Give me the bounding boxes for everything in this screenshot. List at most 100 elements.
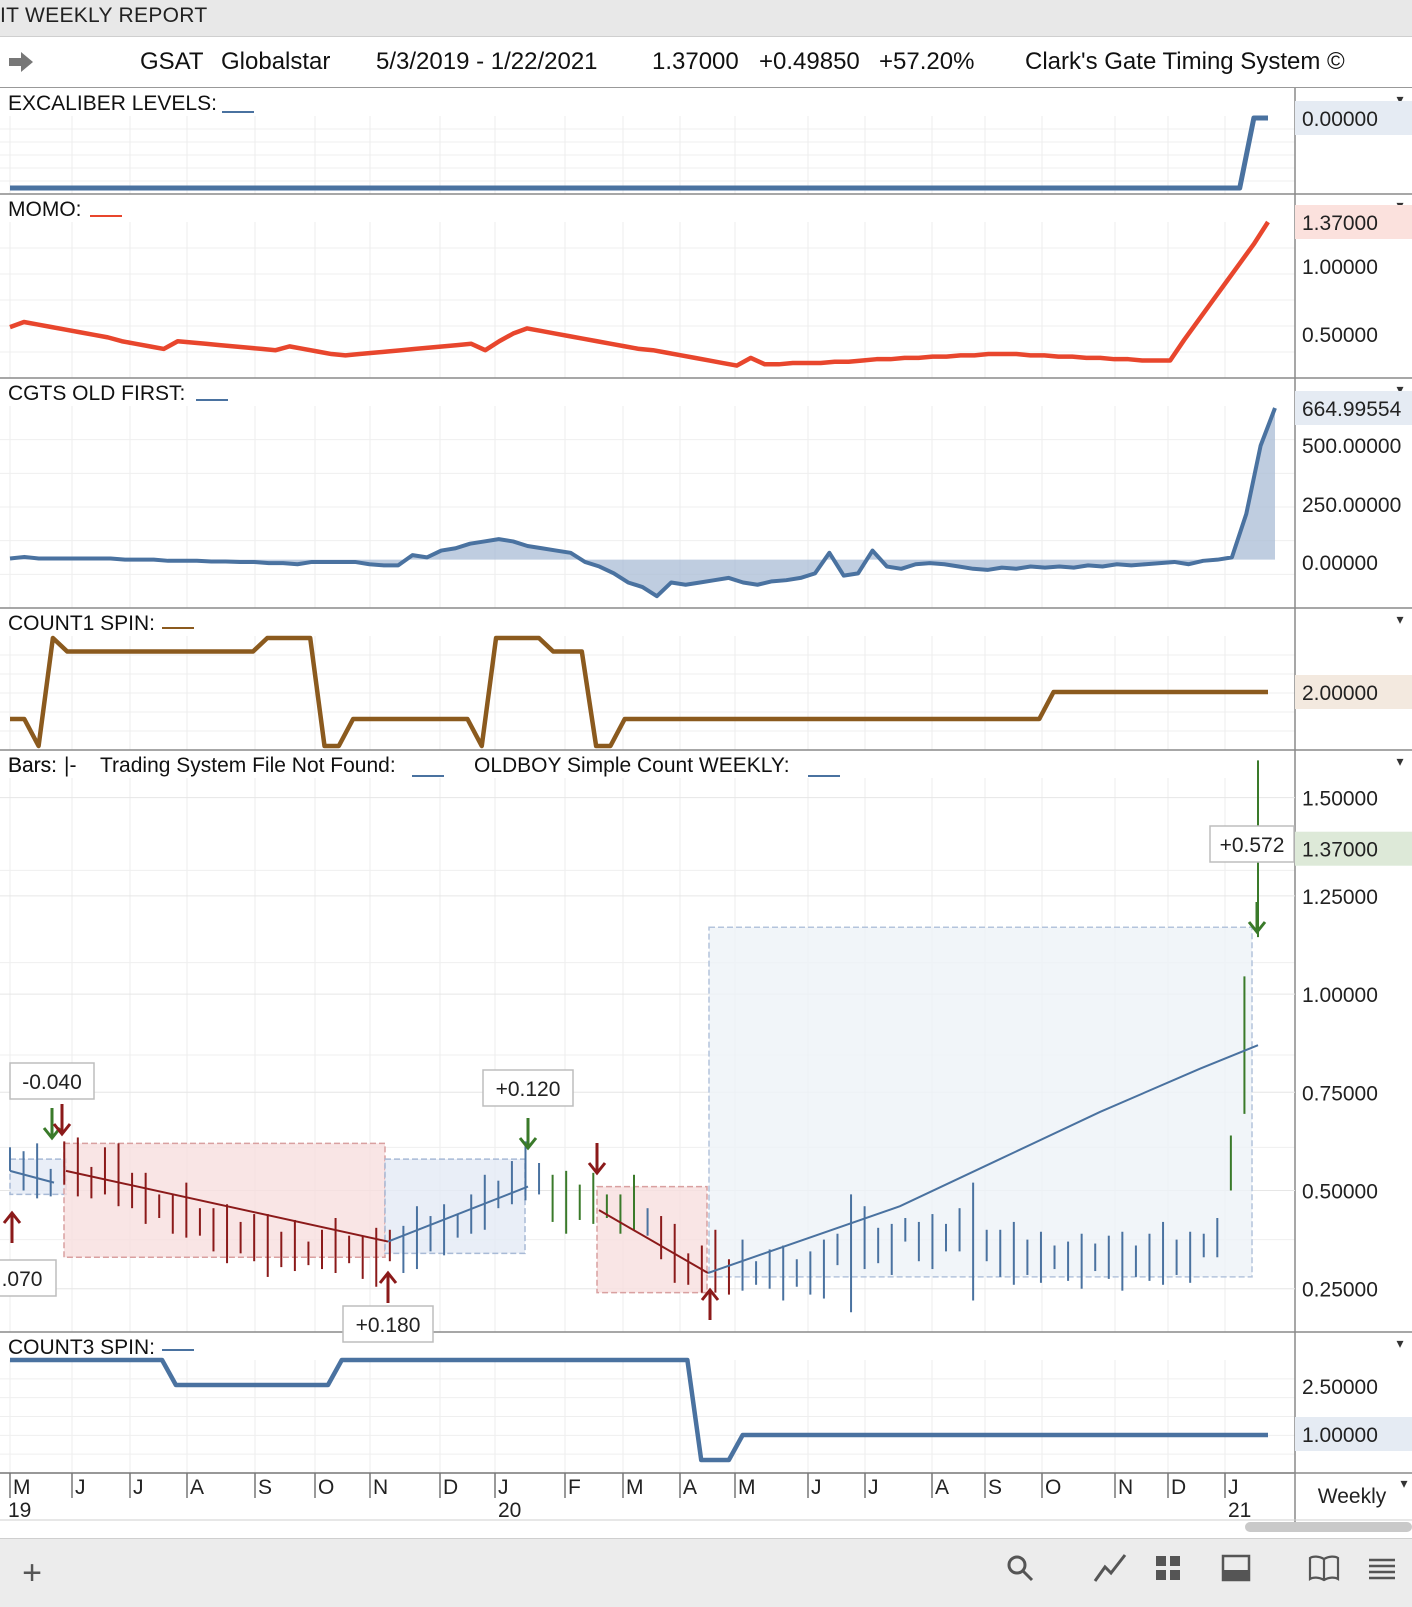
trend-line: [65, 1169, 389, 1243]
horizontal-scrollbar[interactable]: [1245, 1522, 1412, 1532]
x-month-label: N: [1118, 1476, 1133, 1499]
panel-icon[interactable]: [1216, 1553, 1256, 1593]
search-icon[interactable]: [1000, 1553, 1040, 1593]
x-month-label: J: [75, 1476, 86, 1499]
symbol-name: Globalstar: [221, 48, 331, 75]
cgts-value-badge: 664.99554: [1302, 398, 1402, 421]
annotation-label-box: [482, 1069, 574, 1107]
trend-line: [387, 1185, 529, 1243]
count1-value-badge: 2.00000: [1302, 682, 1378, 705]
oldboy-count-label: OLDBOY Simple Count WEEKLY:: [474, 754, 790, 777]
x-month-label: A: [190, 1476, 204, 1499]
momo-y-tick: 1.00000: [1302, 256, 1378, 279]
arrow-down-icon: [518, 1118, 538, 1151]
x-month-label: D: [443, 1476, 458, 1499]
annotation-label-box: [342, 1305, 434, 1343]
annotation-label-box: [9, 1062, 95, 1100]
system-name: Clark's Gate Timing System ©: [1025, 48, 1345, 75]
dropdown-triangle-icon[interactable]: ▾: [1396, 612, 1403, 628]
trading-system-label: Trading System File Not Found:: [100, 754, 396, 777]
x-month-label: J: [133, 1476, 144, 1499]
x-month-label: S: [258, 1476, 272, 1499]
x-month-label: J: [868, 1476, 879, 1499]
x-month-label: J: [498, 1476, 509, 1499]
cgts-y-tick: 250.00000: [1302, 494, 1401, 517]
panel-title: COUNT1 SPIN:: [8, 612, 155, 635]
count1-value-badge-bg: [1295, 675, 1412, 709]
count1-line: [10, 635, 1268, 749]
panel-title: Bars:: [8, 754, 57, 777]
price-value-badge: 1.37000: [1302, 839, 1378, 862]
price-y-tick: 1.50000: [1302, 788, 1378, 811]
dropdown-triangle-icon[interactable]: ▾: [1396, 92, 1403, 108]
arrow-right-icon[interactable]: [8, 51, 34, 73]
annotation-label: .070: [2, 1268, 43, 1291]
signal-box: [708, 926, 1253, 1278]
x-month-label: M: [13, 1476, 31, 1499]
annotation-label: -0.040: [22, 1071, 82, 1094]
x-month-label: J: [811, 1476, 822, 1499]
bottom-toolbar: +: [0, 1538, 1412, 1607]
trend-line: [598, 1209, 709, 1274]
x-month-label: D: [1171, 1476, 1186, 1499]
arrow-down-icon: [42, 1108, 62, 1141]
date-range: 5/3/2019 - 1/22/2021: [376, 48, 598, 75]
price-y-tick: 0.75000: [1302, 1082, 1378, 1105]
momo-line: [9, 220, 1270, 368]
dropdown-triangle-icon[interactable]: ▾: [1396, 382, 1403, 398]
arrow-up-icon: [2, 1210, 22, 1243]
book-icon[interactable]: [1304, 1553, 1344, 1593]
symbol-header: GSAT Globalstar 5/3/2019 - 1/22/2021 1.3…: [0, 37, 1412, 88]
x-year-label: 19: [8, 1499, 31, 1522]
panel-title: CGTS OLD FIRST:: [8, 382, 185, 405]
price-y-tick: 1.00000: [1302, 984, 1378, 1007]
trend-line: [707, 1044, 1259, 1274]
timeframe-selector[interactable]: Weekly: [1318, 1485, 1387, 1508]
cgts-area: [10, 408, 1275, 597]
price-change: +0.49850: [759, 48, 860, 75]
layout-grid-icon[interactable]: [1148, 1553, 1188, 1593]
price-y-tick: 1.25000: [1302, 886, 1378, 909]
count3-value-badge-bg: [1295, 1417, 1412, 1451]
dropdown-triangle-icon[interactable]: ▾: [1396, 754, 1403, 770]
bars-label: Bars:: [8, 754, 57, 777]
x-year-label: 20: [498, 1499, 521, 1522]
window-title: IT WEEKLY REPORT: [0, 4, 208, 27]
arrow-down-icon: [587, 1143, 607, 1176]
window-titlebar: IT WEEKLY REPORT: [0, 0, 1412, 37]
annotation-label: +0.120: [496, 1078, 561, 1101]
count3-value-badge: 1.00000: [1302, 1424, 1378, 1447]
momo-value-badge-bg: [1295, 205, 1412, 239]
trend-line: [9, 1169, 55, 1184]
excaliber-value-badge-bg: [1295, 101, 1412, 135]
last-price: 1.37000: [652, 48, 739, 75]
x-month-label: O: [318, 1476, 334, 1499]
signal-box: [384, 1158, 526, 1255]
annotation-label-box: [1209, 825, 1295, 863]
x-month-label: O: [1045, 1476, 1061, 1499]
bars-swatch: |-: [64, 754, 76, 777]
dropdown-triangle-icon[interactable]: ▾: [1400, 1476, 1407, 1492]
annotation-label: +0.572: [1220, 834, 1285, 857]
x-month-label: M: [626, 1476, 644, 1499]
add-icon[interactable]: +: [22, 1554, 42, 1592]
price-y-tick: 0.25000: [1302, 1279, 1378, 1302]
price-y-tick: 0.50000: [1302, 1181, 1378, 1204]
menu-icon[interactable]: [1362, 1553, 1402, 1593]
arrow-up-icon: [700, 1287, 720, 1320]
panel-title: EXCALIBER LEVELS:: [8, 92, 217, 115]
x-month-label: S: [988, 1476, 1002, 1499]
chart-area[interactable]: EXCALIBER LEVELS: ▾ MOMO: ▾ CGTS OLD FIRST: ▾…: [0, 88, 1412, 1522]
excaliber-value-badge: 0.00000: [1302, 108, 1378, 131]
arrow-up-icon: [378, 1270, 398, 1303]
momo-y-tick: 0.50000: [1302, 324, 1378, 347]
x-month-label: F: [568, 1476, 581, 1499]
cgts-y-tick: 500.00000: [1302, 435, 1401, 458]
price-value-badge-bg: [1295, 831, 1412, 866]
price-change-pct: +57.20%: [879, 48, 975, 75]
dropdown-triangle-icon[interactable]: ▾: [1396, 1336, 1403, 1352]
panel-title: COUNT3 SPIN:: [8, 1336, 155, 1359]
cgts-y-tick: 0.00000: [1302, 552, 1378, 575]
draw-line-icon[interactable]: [1090, 1553, 1130, 1593]
x-month-label: N: [373, 1476, 388, 1499]
